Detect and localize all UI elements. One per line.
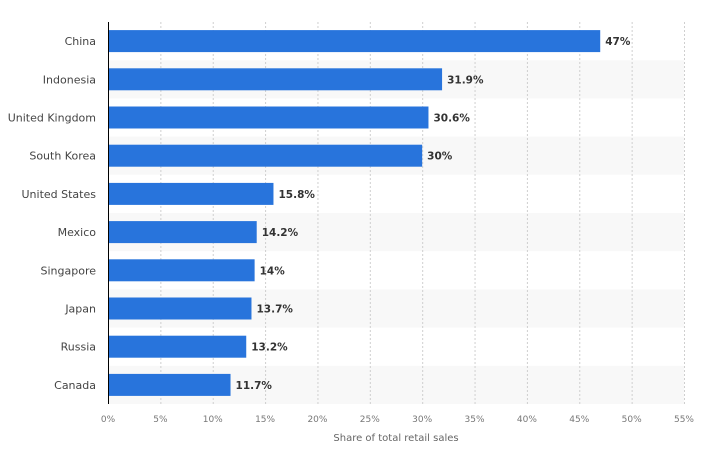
category-label: United Kingdom xyxy=(8,112,96,125)
bar-russia xyxy=(108,335,247,358)
bars xyxy=(108,30,601,396)
x-axis-title: Share of total retail sales xyxy=(333,433,458,444)
category-label: Japan xyxy=(64,303,96,316)
data-label: 47% xyxy=(605,36,631,48)
category-label: China xyxy=(65,35,96,48)
x-tick-label: 0% xyxy=(101,415,116,425)
data-label: 14% xyxy=(260,265,286,277)
x-tick-label: 10% xyxy=(203,415,223,425)
data-label: 31.9% xyxy=(447,74,484,86)
category-label: South Korea xyxy=(29,150,96,163)
category-label: Mexico xyxy=(58,226,97,239)
x-tick-label: 55% xyxy=(674,415,694,425)
bar-south-korea xyxy=(108,144,423,167)
data-label: 13.7% xyxy=(256,304,293,316)
data-label: 14.2% xyxy=(262,227,299,239)
bar-china xyxy=(108,30,601,53)
x-tick-label: 50% xyxy=(622,415,642,425)
x-tick-label: 5% xyxy=(153,415,168,425)
x-tick-labels: 0% 5% 10% 15% 20% 25% 30% 35% 40% 45% 50% 55% xyxy=(101,415,695,425)
x-tick-label: 20% xyxy=(307,415,327,425)
x-tick-label: 35% xyxy=(465,415,485,425)
bar-mexico xyxy=(108,221,257,244)
bar-canada xyxy=(108,373,231,396)
category-label: United States xyxy=(22,188,97,201)
x-tick-label: 45% xyxy=(569,415,589,425)
x-tick-label: 15% xyxy=(255,415,275,425)
bar-indonesia xyxy=(108,68,443,91)
data-label: 13.2% xyxy=(251,342,288,354)
x-tick-label: 25% xyxy=(360,415,380,425)
bar-japan xyxy=(108,297,252,320)
category-labels: China Indonesia United Kingdom South Korea U… xyxy=(8,35,97,392)
category-label: Singapore xyxy=(41,264,97,277)
data-label: 11.7% xyxy=(236,380,273,392)
bar-singapore xyxy=(108,259,255,282)
data-label: 15.8% xyxy=(278,189,315,201)
x-tick-label: 30% xyxy=(412,415,432,425)
bar-united-kingdom xyxy=(108,106,429,129)
x-tick-label: 40% xyxy=(517,415,537,425)
bar-united-states xyxy=(108,182,274,205)
data-label: 30% xyxy=(427,151,453,163)
data-labels: 47% 31.9% 30.6% 30% 15.8% 14.2% 14% 13.7% 13.2% 1… xyxy=(236,36,631,392)
data-label: 30.6% xyxy=(433,113,470,125)
category-label: Indonesia xyxy=(43,73,96,86)
category-label: Russia xyxy=(61,341,96,354)
category-label: Canada xyxy=(54,379,96,392)
